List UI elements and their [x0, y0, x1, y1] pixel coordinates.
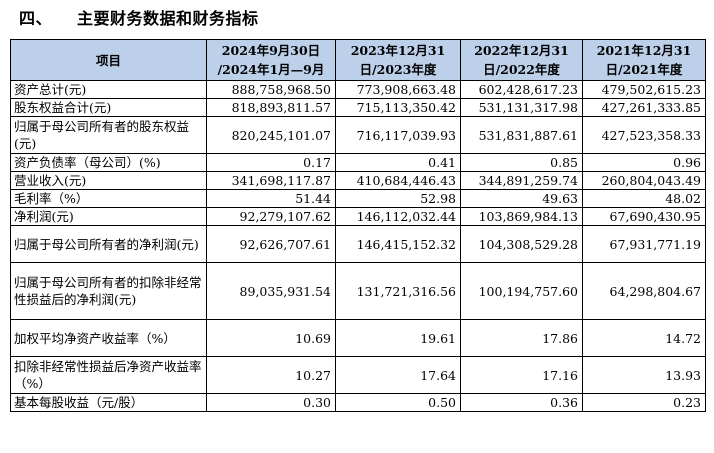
table-row: 归属于母公司所有者的股东权益(元) 820,245,101.07 716,117… — [10, 116, 706, 154]
cell-value: 531,131,317.98 — [460, 98, 583, 117]
cell-value: 104,308,529.28 — [460, 225, 583, 263]
row-label: 净利润(元) — [10, 207, 207, 226]
cell-value: 344,891,259.74 — [460, 171, 583, 190]
cell-value: 89,035,931.54 — [206, 262, 336, 320]
cell-value: 51.44 — [206, 189, 336, 208]
row-label: 股东权益合计(元) — [10, 98, 207, 117]
table-row: 归属于母公司所有者的净利润(元) 92,626,707.61 146,415,1… — [10, 225, 706, 263]
cell-value: 0.17 — [206, 153, 336, 172]
cell-value: 67,931,771.19 — [582, 225, 706, 263]
financial-data-table: 项目 2024年9月30日/2024年1月—9月 2023年12月31 日/202… — [10, 39, 706, 412]
cell-value: 0.36 — [460, 393, 583, 412]
row-label: 扣除非经常性损益后净资产收益率（%） — [10, 356, 207, 394]
row-label: 归属于母公司所有者的净利润(元) — [10, 225, 207, 263]
cell-value: 410,684,446.43 — [335, 171, 461, 190]
cell-value: 92,626,707.61 — [206, 225, 336, 263]
cell-value: 0.30 — [206, 393, 336, 412]
cell-value: 0.50 — [335, 393, 461, 412]
table-header-row: 项目 2024年9月30日/2024年1月—9月 2023年12月31 日/202… — [10, 39, 706, 81]
row-label: 资产负债率（母公司）(%) — [10, 153, 207, 172]
cell-value: 716,117,039.93 — [335, 116, 461, 154]
table-row: 扣除非经常性损益后净资产收益率（%） 10.27 17.64 17.16 13.… — [10, 356, 706, 394]
cell-value: 49.63 — [460, 189, 583, 208]
cell-value: 131,721,316.56 — [335, 262, 461, 320]
cell-value: 888,758,968.50 — [206, 80, 336, 99]
row-label: 资产总计(元) — [10, 80, 207, 99]
table-row: 基本每股收益（元/股） 0.30 0.50 0.36 0.23 — [10, 393, 706, 412]
cell-value: 773,908,663.48 — [335, 80, 461, 99]
cell-value: 17.16 — [460, 356, 583, 394]
cell-value: 64,298,804.67 — [582, 262, 706, 320]
table-row: 毛利率（%） 51.44 52.98 49.63 48.02 — [10, 189, 706, 208]
header-col-2024: 2024年9月30日/2024年1月—9月 — [206, 39, 336, 81]
cell-value: 103,869,984.13 — [460, 207, 583, 226]
section-heading: 四、 主要财务数据和财务指标 — [19, 5, 259, 29]
row-label: 加权平均净资产收益率（%） — [10, 319, 207, 357]
cell-value: 100,194,757.60 — [460, 262, 583, 320]
cell-value: 10.27 — [206, 356, 336, 394]
table-row: 营业收入(元) 341,698,117.87 410,684,446.43 34… — [10, 171, 706, 190]
header-item: 项目 — [10, 39, 207, 81]
cell-value: 14.72 — [582, 319, 706, 357]
cell-value: 427,261,333.85 — [582, 98, 706, 117]
cell-value: 341,698,117.87 — [206, 171, 336, 190]
cell-value: 0.96 — [582, 153, 706, 172]
table-row: 资产总计(元) 888,758,968.50 773,908,663.48 60… — [10, 80, 706, 99]
cell-value: 67,690,430.95 — [582, 207, 706, 226]
row-label: 归属于母公司所有者的扣除非经常性损益后的净利润(元) — [10, 262, 207, 320]
cell-value: 146,415,152.32 — [335, 225, 461, 263]
cell-value: 602,428,617.23 — [460, 80, 583, 99]
table-row: 加权平均净资产收益率（%） 10.69 19.61 17.86 14.72 — [10, 319, 706, 357]
cell-value: 13.93 — [582, 356, 706, 394]
cell-value: 479,502,615.23 — [582, 80, 706, 99]
cell-value: 715,113,350.42 — [335, 98, 461, 117]
cell-value: 818,893,811.57 — [206, 98, 336, 117]
cell-value: 531,831,887.61 — [460, 116, 583, 154]
cell-value: 146,112,032.44 — [335, 207, 461, 226]
cell-value: 48.02 — [582, 189, 706, 208]
header-col-2021: 2021年12月31 日/2021年度 — [582, 39, 706, 81]
cell-value: 17.64 — [335, 356, 461, 394]
cell-value: 820,245,101.07 — [206, 116, 336, 154]
row-label: 基本每股收益（元/股） — [10, 393, 207, 412]
row-label: 营业收入(元) — [10, 171, 207, 190]
cell-value: 260,804,043.49 — [582, 171, 706, 190]
cell-value: 0.85 — [460, 153, 583, 172]
cell-value: 427,523,358.33 — [582, 116, 706, 154]
header-col-2023: 2023年12月31 日/2023年度 — [335, 39, 461, 81]
cell-value: 92,279,107.62 — [206, 207, 336, 226]
row-label: 归属于母公司所有者的股东权益(元) — [10, 116, 207, 154]
cell-value: 0.23 — [582, 393, 706, 412]
table-row: 资产负债率（母公司）(%) 0.17 0.41 0.85 0.96 — [10, 153, 706, 172]
section-number: 四、 — [19, 9, 53, 28]
header-col-2022: 2022年12月31 日/2022年度 — [460, 39, 583, 81]
cell-value: 52.98 — [335, 189, 461, 208]
cell-value: 0.41 — [335, 153, 461, 172]
table-row: 归属于母公司所有者的扣除非经常性损益后的净利润(元) 89,035,931.54… — [10, 262, 706, 320]
table-row: 股东权益合计(元) 818,893,811.57 715,113,350.42 … — [10, 98, 706, 117]
cell-value: 17.86 — [460, 319, 583, 357]
section-title: 主要财务数据和财务指标 — [77, 9, 259, 28]
row-label: 毛利率（%） — [10, 189, 207, 208]
cell-value: 10.69 — [206, 319, 336, 357]
cell-value: 19.61 — [335, 319, 461, 357]
table-row: 净利润(元) 92,279,107.62 146,112,032.44 103,… — [10, 207, 706, 226]
